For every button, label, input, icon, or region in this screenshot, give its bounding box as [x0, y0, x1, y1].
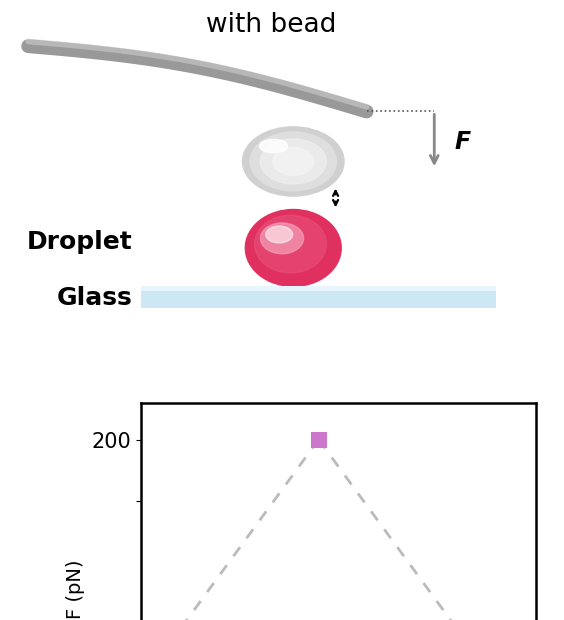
Y-axis label: F (pN): F (pN) [65, 559, 85, 619]
Text: with bead: with bead [205, 12, 336, 38]
Circle shape [243, 127, 344, 196]
FancyBboxPatch shape [141, 286, 496, 308]
FancyBboxPatch shape [141, 286, 496, 291]
Ellipse shape [245, 210, 341, 286]
Text: Glass: Glass [57, 286, 133, 310]
Text: Droplet: Droplet [27, 230, 133, 254]
Circle shape [250, 132, 336, 191]
Ellipse shape [261, 223, 303, 254]
Ellipse shape [259, 140, 288, 153]
Ellipse shape [254, 215, 327, 273]
Circle shape [273, 148, 314, 175]
Ellipse shape [266, 226, 293, 243]
Circle shape [260, 139, 327, 184]
Text: F: F [454, 130, 470, 154]
